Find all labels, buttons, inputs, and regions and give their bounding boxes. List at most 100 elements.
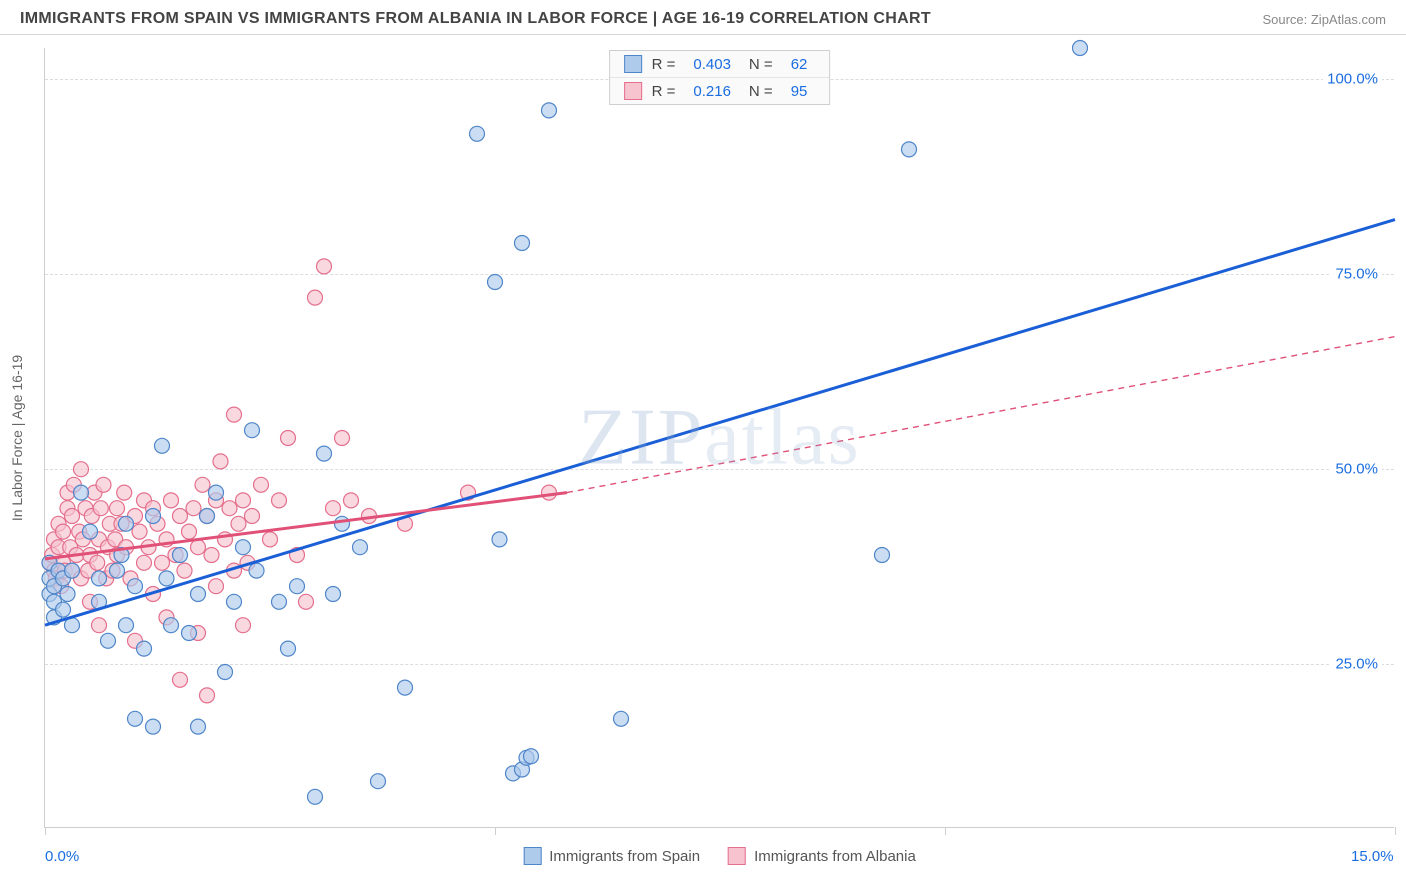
- data-point-spain: [326, 587, 341, 602]
- data-point-spain: [542, 103, 557, 118]
- data-point-spain: [272, 594, 287, 609]
- n-label: N =: [749, 56, 773, 73]
- data-point-spain: [281, 641, 296, 656]
- data-point-spain: [488, 275, 503, 290]
- data-point-albania: [173, 509, 188, 524]
- data-point-albania: [335, 431, 350, 446]
- data-point-spain: [92, 571, 107, 586]
- data-point-albania: [326, 501, 341, 516]
- legend-item-albania: Immigrants from Albania: [728, 847, 916, 865]
- data-point-spain: [128, 579, 143, 594]
- data-point-albania: [245, 509, 260, 524]
- data-point-albania: [272, 493, 287, 508]
- data-point-spain: [74, 485, 89, 500]
- data-point-albania: [281, 431, 296, 446]
- data-point-spain: [398, 680, 413, 695]
- data-point-albania: [164, 493, 179, 508]
- data-point-spain: [164, 618, 179, 633]
- data-point-spain: [146, 509, 161, 524]
- data-point-spain: [60, 587, 75, 602]
- data-point-albania: [155, 555, 170, 570]
- data-point-spain: [492, 532, 507, 547]
- data-point-spain: [119, 516, 134, 531]
- data-point-spain: [155, 438, 170, 453]
- data-point-spain: [875, 548, 890, 563]
- data-point-albania: [173, 672, 188, 687]
- r-label: R =: [652, 83, 676, 100]
- x-tick-label: 15.0%: [1351, 848, 1394, 865]
- data-point-albania: [110, 501, 125, 516]
- bottom-legend: Immigrants from Spain Immigrants from Al…: [523, 847, 916, 865]
- data-point-albania: [90, 555, 105, 570]
- data-point-spain: [317, 446, 332, 461]
- data-point-spain: [56, 602, 71, 617]
- data-point-spain: [191, 587, 206, 602]
- r-label: R =: [652, 56, 676, 73]
- stat-row-albania: R = 0.216 N = 95: [610, 77, 830, 104]
- n-label: N =: [749, 83, 773, 100]
- data-point-albania: [231, 516, 246, 531]
- swatch-albania: [624, 82, 642, 100]
- data-point-albania: [93, 501, 108, 516]
- data-point-albania: [344, 493, 359, 508]
- data-point-spain: [371, 774, 386, 789]
- data-point-spain: [218, 665, 233, 680]
- chart-plot-area: In Labor Force | Age 16-19 25.0%50.0%75.…: [44, 48, 1394, 828]
- data-point-spain: [110, 563, 125, 578]
- data-point-spain: [159, 571, 174, 586]
- data-point-spain: [83, 524, 98, 539]
- stat-legend: R = 0.403 N = 62 R = 0.216 N = 95: [609, 50, 831, 105]
- swatch-spain: [624, 55, 642, 73]
- data-point-spain: [308, 789, 323, 804]
- data-point-spain: [101, 633, 116, 648]
- data-point-spain: [65, 563, 80, 578]
- data-point-albania: [308, 290, 323, 305]
- legend-label-spain: Immigrants from Spain: [549, 848, 700, 865]
- data-point-albania: [74, 462, 89, 477]
- data-point-albania: [186, 501, 201, 516]
- data-point-albania: [317, 259, 332, 274]
- data-point-spain: [227, 594, 242, 609]
- data-point-albania: [191, 540, 206, 555]
- trend-line-spain: [45, 220, 1395, 626]
- data-point-albania: [137, 555, 152, 570]
- source-label: Source: ZipAtlas.com: [1262, 12, 1386, 27]
- swatch-spain: [523, 847, 541, 865]
- x-tick-label: 0.0%: [45, 848, 79, 865]
- data-point-albania: [56, 524, 71, 539]
- n-value-spain: 62: [783, 56, 816, 73]
- data-point-albania: [222, 501, 237, 516]
- data-point-spain: [173, 548, 188, 563]
- data-point-spain: [614, 711, 629, 726]
- data-point-albania: [236, 618, 251, 633]
- data-point-albania: [204, 548, 219, 563]
- data-point-albania: [542, 485, 557, 500]
- legend-label-albania: Immigrants from Albania: [754, 848, 916, 865]
- swatch-albania: [728, 847, 746, 865]
- data-point-albania: [299, 594, 314, 609]
- scatter-plot-svg: [45, 48, 1394, 827]
- data-point-albania: [209, 579, 224, 594]
- data-point-albania: [117, 485, 132, 500]
- data-point-albania: [96, 477, 111, 492]
- data-point-spain: [470, 126, 485, 141]
- data-point-spain: [290, 579, 305, 594]
- data-point-albania: [263, 532, 278, 547]
- data-point-albania: [177, 563, 192, 578]
- data-point-albania: [227, 407, 242, 422]
- data-point-spain: [245, 423, 260, 438]
- data-point-albania: [213, 454, 228, 469]
- r-value-albania: 0.216: [685, 83, 739, 100]
- data-point-albania: [182, 524, 197, 539]
- data-point-spain: [236, 540, 251, 555]
- data-point-spain: [119, 618, 134, 633]
- data-point-albania: [236, 493, 251, 508]
- data-point-spain: [191, 719, 206, 734]
- data-point-albania: [132, 524, 147, 539]
- data-point-spain: [182, 626, 197, 641]
- data-point-spain: [209, 485, 224, 500]
- data-point-spain: [249, 563, 264, 578]
- data-point-spain: [902, 142, 917, 157]
- data-point-spain: [353, 540, 368, 555]
- r-value-spain: 0.403: [685, 56, 739, 73]
